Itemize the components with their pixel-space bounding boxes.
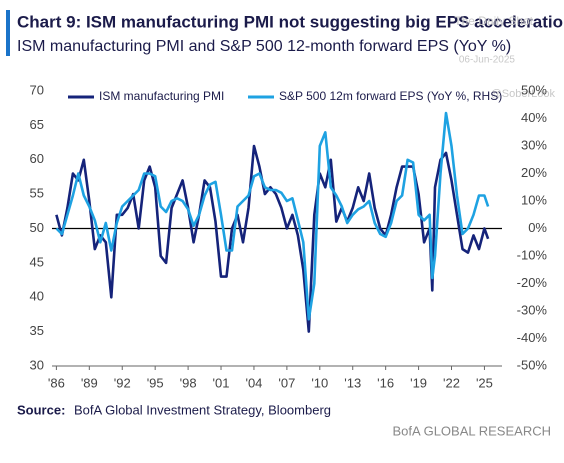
y2-tick-label: -20% — [517, 275, 548, 290]
y2-tick-label: -50% — [517, 357, 548, 372]
x-tick-label: '04 — [245, 375, 262, 390]
x-tick-label: '01 — [213, 375, 230, 390]
y2-tick-label: 50% — [521, 82, 547, 97]
y2-tick-label: -10% — [517, 247, 548, 262]
y-tick-label: 70 — [30, 82, 44, 97]
y2-tick-label: 0% — [528, 220, 547, 235]
y2-tick-label: -30% — [517, 302, 548, 317]
watermark: The Daily Shot — [454, 14, 533, 28]
x-tick-label: '86 — [48, 375, 65, 390]
y2-tick-label: 30% — [521, 137, 547, 152]
x-tick-label: '92 — [114, 375, 131, 390]
watermark: @SoberLook — [491, 88, 556, 100]
title-accent — [6, 10, 10, 56]
y-tick-label: 30 — [30, 357, 44, 372]
y2-tick-label: 20% — [521, 165, 547, 180]
y-tick-label: 60 — [30, 151, 44, 166]
y-tick-label: 50 — [30, 220, 44, 235]
chart-title: Chart 9: ISM manufacturing PMI not sugge… — [17, 12, 564, 31]
x-tick-label: '19 — [410, 375, 427, 390]
x-tick-label: '95 — [147, 375, 164, 390]
footer: BofA GLOBAL RESEARCH — [393, 423, 551, 438]
watermark: 06-Jun-2025 — [459, 55, 516, 66]
y2-tick-label: 40% — [521, 110, 547, 125]
x-tick-label: '13 — [344, 375, 361, 390]
x-tick-label: '10 — [311, 375, 328, 390]
y2-tick-label: -40% — [517, 330, 548, 345]
series-line — [55, 111, 490, 321]
series-line — [55, 144, 490, 333]
chart-subtitle: ISM manufacturing PMI and S&P 500 12-mon… — [17, 38, 511, 55]
x-tick-label: '22 — [443, 375, 460, 390]
x-tick-label: '98 — [180, 375, 197, 390]
y-tick-label: 55 — [30, 186, 44, 201]
source-label: Source: — [17, 402, 65, 417]
y-tick-label: 45 — [30, 254, 44, 269]
legend-label: ISM manufacturing PMI — [99, 89, 224, 103]
source: BofA Global Investment Strategy, Bloombe… — [74, 402, 331, 417]
x-tick-label: '89 — [81, 375, 98, 390]
y-tick-label: 65 — [30, 117, 44, 132]
y2-tick-label: 10% — [521, 192, 547, 207]
x-tick-label: '16 — [377, 375, 394, 390]
legend-label: S&P 500 12m forward EPS (YoY %, RHS) — [279, 89, 502, 103]
x-tick-label: '07 — [278, 375, 295, 390]
x-tick-label: '25 — [476, 375, 493, 390]
y-tick-label: 35 — [30, 323, 44, 338]
y-tick-label: 40 — [30, 289, 44, 304]
